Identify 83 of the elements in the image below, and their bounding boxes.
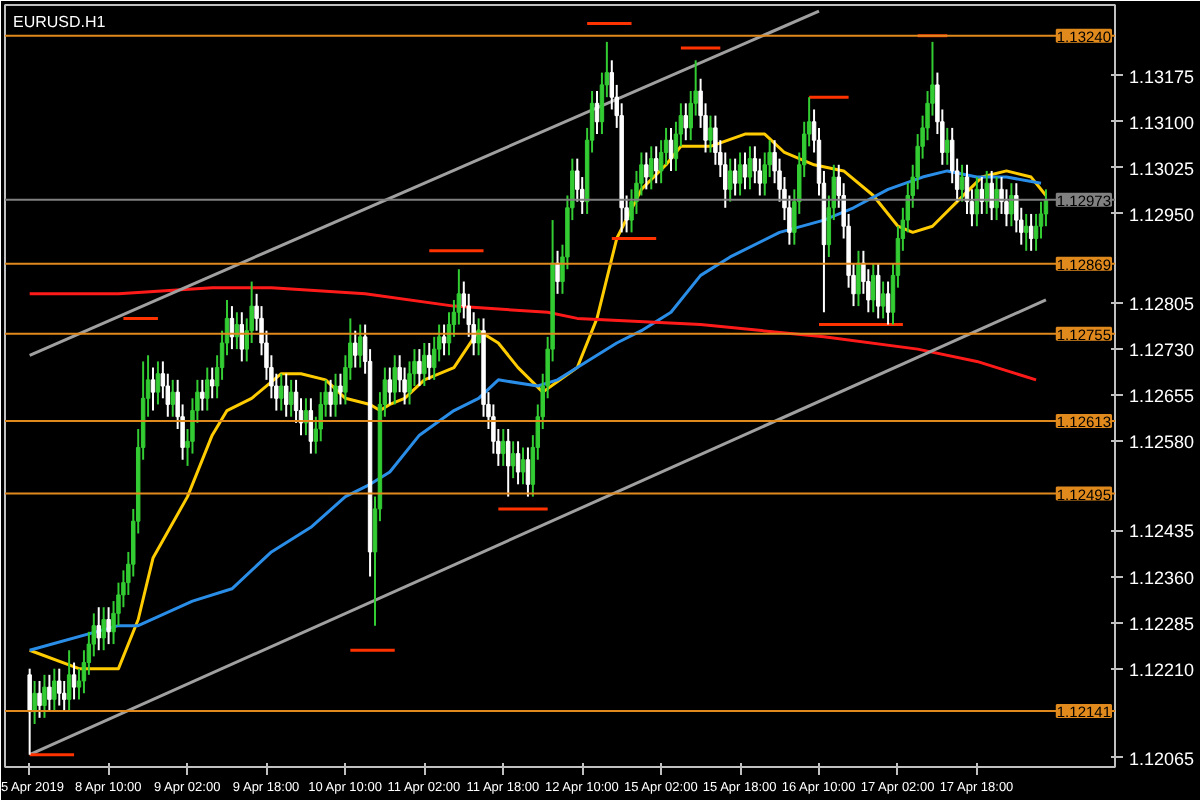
- y-tick-label: 1.12805: [1129, 294, 1195, 315]
- candlestick: [387, 366, 393, 406]
- candlestick: [27, 667, 32, 756]
- candlestick: [510, 440, 516, 480]
- candlestick: [392, 354, 397, 406]
- candlestick: [727, 157, 733, 203]
- candlestick: [37, 679, 42, 719]
- candlestick: [505, 428, 511, 498]
- y-tick-label: 1.13100: [1129, 112, 1195, 133]
- candlestick: [732, 157, 738, 197]
- candlestick: [96, 606, 101, 652]
- candlestick: [525, 446, 531, 498]
- candlestick: [32, 679, 37, 725]
- candlestick: [283, 372, 289, 418]
- candlestick: [979, 176, 985, 215]
- candlestick: [353, 329, 358, 369]
- candlestick: [1009, 182, 1014, 228]
- candlestick: [871, 262, 876, 314]
- candlestick: [945, 126, 950, 166]
- y-tick-label: 1.12730: [1129, 340, 1195, 361]
- candlestick: [555, 249, 560, 295]
- candlestick: [209, 366, 215, 400]
- candlestick: [417, 348, 422, 387]
- candlestick: [885, 280, 891, 326]
- candlestick: [520, 446, 526, 486]
- text: EURUSD.H1: [13, 13, 107, 31]
- y-tick-label: 1.12655: [1129, 386, 1195, 407]
- candlestick: [441, 323, 447, 357]
- candlestick: [644, 151, 649, 191]
- candlestick: [47, 673, 52, 713]
- candlestick: [747, 145, 753, 191]
- candlestick: [333, 372, 338, 418]
- candlestick: [200, 378, 205, 412]
- candlestick: [239, 311, 245, 363]
- y-tick-label: 1.12210: [1129, 659, 1195, 680]
- candlestick: [288, 378, 294, 418]
- line-series: [28, 286, 1038, 382]
- candlestick: [101, 606, 106, 652]
- candlestick: [737, 151, 743, 197]
- candlestick: [1028, 212, 1034, 252]
- candlestick: [856, 249, 861, 308]
- y-tick-label: 1.13025: [1129, 158, 1195, 179]
- candlestick: [234, 311, 240, 351]
- candlestick: [328, 378, 333, 418]
- candlestick: [71, 661, 77, 701]
- y-tick-label: 1.12285: [1129, 613, 1195, 634]
- candlestick: [205, 366, 210, 412]
- candlestick: [989, 169, 994, 222]
- y-tick-label: 1.12065: [1129, 748, 1195, 769]
- y-tick-label: 1.12360: [1129, 567, 1195, 588]
- candlestick: [959, 163, 965, 203]
- candlestick: [875, 262, 881, 320]
- candlestick: [1023, 212, 1029, 252]
- candlestick: [308, 397, 314, 455]
- candlestick: [649, 145, 654, 191]
- y-tick-label: 1.12435: [1129, 521, 1195, 542]
- candlestick: [974, 176, 980, 228]
- candlestick: [150, 366, 156, 412]
- y-tick-label: 1.13175: [1129, 66, 1195, 87]
- candlestick: [106, 606, 111, 646]
- candlestick: [653, 145, 659, 185]
- candlestick: [170, 378, 175, 418]
- candlestick: [42, 673, 47, 719]
- candlestick: [66, 649, 72, 713]
- candlestick: [683, 102, 689, 142]
- candlestick: [427, 341, 432, 381]
- candlestick: [708, 114, 713, 154]
- candlestick: [994, 176, 999, 222]
- candlestick: [338, 372, 343, 406]
- candlestick: [501, 428, 506, 467]
- candlestick: [357, 323, 363, 369]
- candlestick: [279, 372, 284, 412]
- candlestick: [57, 667, 62, 707]
- candlestick: [880, 280, 886, 320]
- y-tick-label: 1.12950: [1129, 204, 1195, 225]
- y-tick-label: 1.12580: [1129, 432, 1195, 453]
- candlestick: [52, 667, 57, 713]
- candlestick: [155, 360, 161, 406]
- candlestick: [984, 169, 989, 215]
- candlestick: [515, 440, 521, 486]
- candlestick: [742, 151, 748, 191]
- candlestick: [476, 317, 481, 357]
- candlestick: [422, 341, 427, 387]
